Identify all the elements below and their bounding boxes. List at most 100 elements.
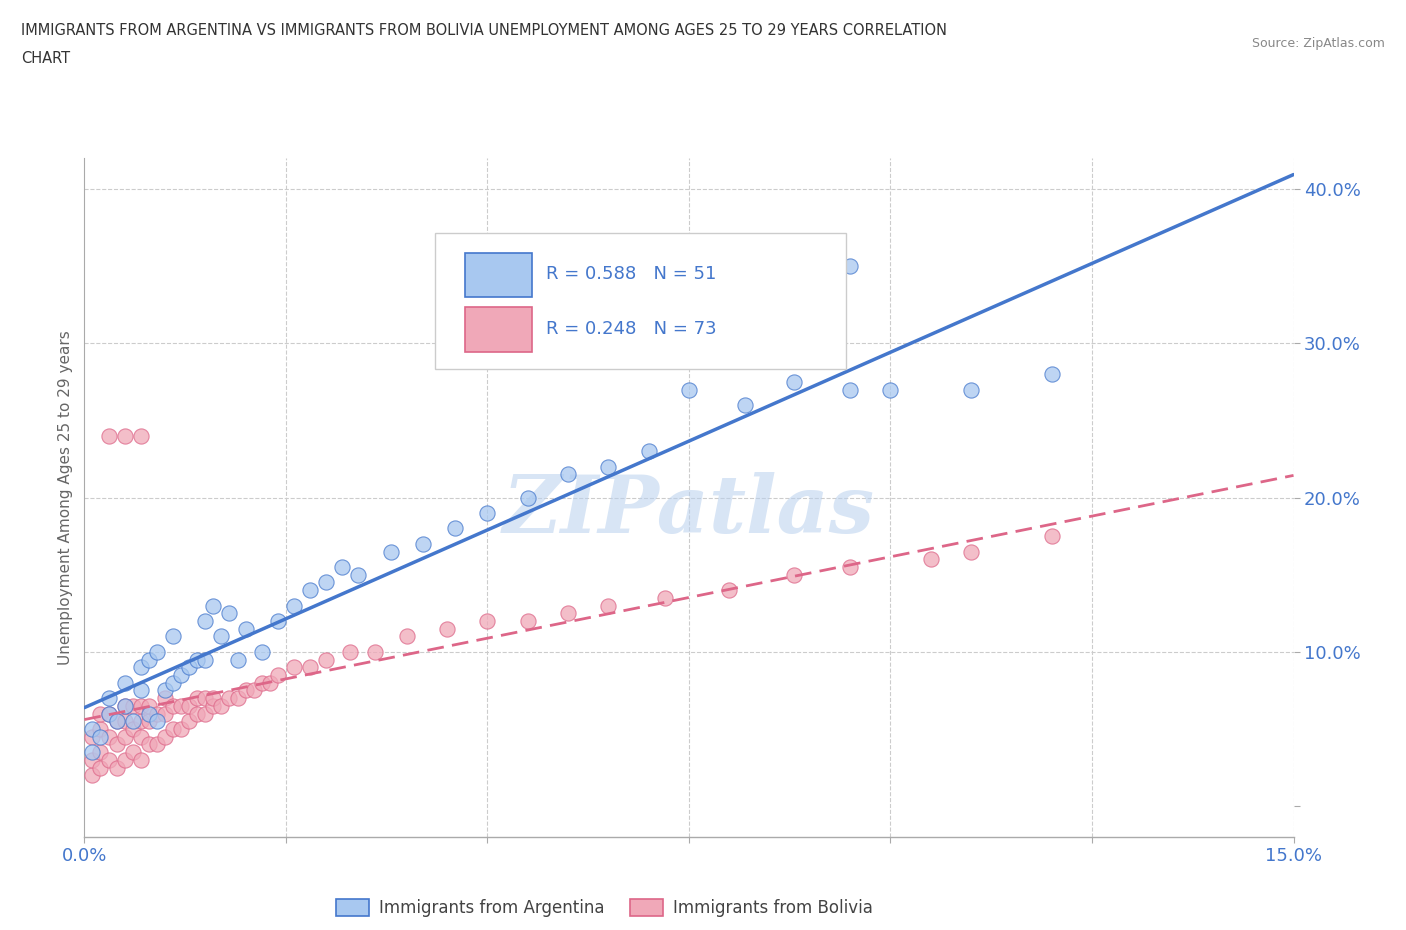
Point [218,691,240,706]
Point [170,668,193,683]
Point [89,760,111,775]
Point [129,752,152,767]
Point [395,629,418,644]
Point [194,652,217,667]
Point [477,614,499,629]
Point [97,706,120,721]
Point [97,752,120,767]
Point [194,614,217,629]
Point [129,683,152,698]
Text: IMMIGRANTS FROM ARGENTINA VS IMMIGRANTS FROM BOLIVIA UNEMPLOYMENT AMONG AGES 25 : IMMIGRANTS FROM ARGENTINA VS IMMIGRANTS … [21,23,948,38]
Point [121,722,143,737]
Point [97,706,120,721]
Point [97,429,120,444]
Point [105,737,128,751]
Point [114,698,136,713]
Bar [465,253,531,298]
Point [186,691,208,706]
Point [89,745,111,760]
Point [146,706,169,721]
Point [89,729,111,744]
Point [235,683,257,698]
Point [557,605,579,620]
Point [557,467,579,482]
Bar [465,308,531,352]
Point [138,706,160,721]
Point [186,652,208,667]
Point [114,714,136,729]
Point [202,698,225,713]
Point [250,644,273,659]
Point [209,698,232,713]
Point [202,598,225,613]
Point [347,567,370,582]
Point [235,621,257,636]
Point [114,429,136,444]
Legend: Immigrants from Argentina, Immigrants from Bolivia: Immigrants from Argentina, Immigrants fr… [329,892,880,923]
Point [162,698,184,713]
Point [209,629,232,644]
Point [218,605,240,620]
Point [146,644,169,659]
Point [162,675,184,690]
Text: R = 0.248   N = 73: R = 0.248 N = 73 [547,320,717,339]
Y-axis label: Unemployment Among Ages 25 to 29 years: Unemployment Among Ages 25 to 29 years [58,330,73,665]
Point [114,698,136,713]
Point [89,722,111,737]
Point [444,521,467,536]
Point [718,583,741,598]
Point [97,691,120,706]
Point [97,729,120,744]
Point [267,614,290,629]
Point [242,683,264,698]
Point [129,729,152,744]
Point [920,551,942,566]
Point [89,706,111,721]
Point [82,745,104,760]
Point [129,660,152,675]
Point [114,752,136,767]
Point [380,544,402,559]
Point [121,698,143,713]
Point [194,691,217,706]
Point [299,583,322,598]
Point [839,382,862,397]
Point [299,660,322,675]
Point [121,714,143,729]
Point [146,714,169,729]
Point [734,397,756,412]
Point [129,714,152,729]
Point [82,768,104,783]
Point [516,614,538,629]
Point [186,706,208,721]
Point [226,652,249,667]
Point [162,722,184,737]
Point [82,722,104,737]
Point [114,729,136,744]
Point [839,259,862,273]
Point [82,729,104,744]
Point [783,375,806,390]
Point [654,591,676,605]
Point [339,644,361,659]
Point [363,644,385,659]
Point [678,382,700,397]
Point [138,698,160,713]
Point [129,698,152,713]
Point [179,714,201,729]
Point [598,598,620,613]
Point [114,675,136,690]
Point [477,506,499,521]
Text: ZIPatlas: ZIPatlas [503,472,875,550]
Point [283,598,305,613]
Point [1040,366,1063,381]
Point [259,675,281,690]
Point [315,575,337,590]
Point [598,459,620,474]
Point [960,382,983,397]
Point [226,691,249,706]
Point [153,706,176,721]
FancyBboxPatch shape [434,232,846,368]
Point [879,382,901,397]
Point [121,745,143,760]
